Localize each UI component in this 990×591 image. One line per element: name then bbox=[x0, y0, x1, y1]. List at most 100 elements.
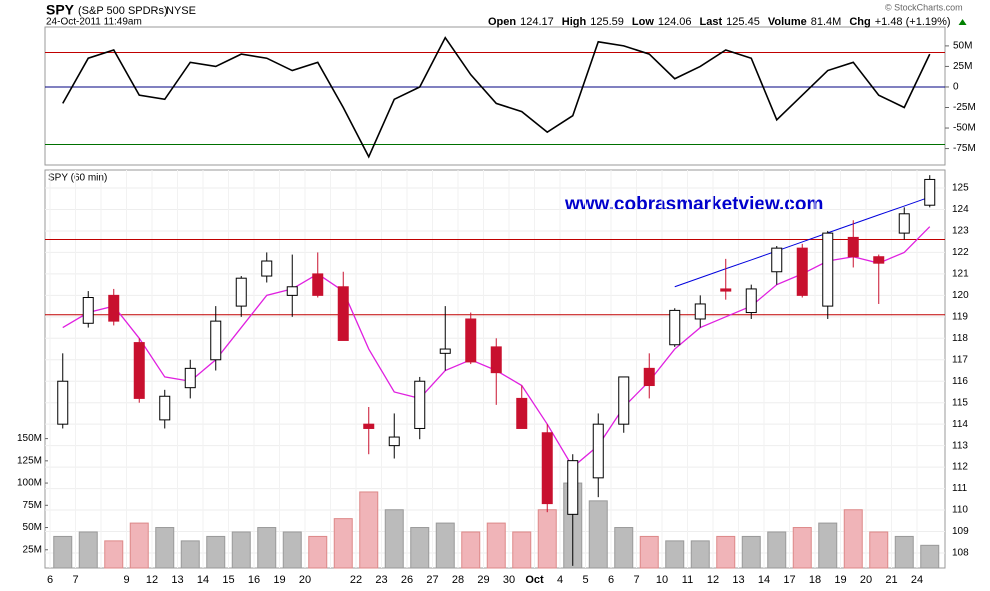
volume-bar bbox=[155, 527, 175, 569]
volume-bar bbox=[410, 527, 430, 569]
x-tick-label: 16 bbox=[248, 574, 260, 586]
y2-tick-label: 100M bbox=[17, 478, 42, 489]
x-tick-label: 30 bbox=[503, 574, 515, 586]
y2-tick-label: 150M bbox=[17, 433, 42, 444]
x-tick-label: 19 bbox=[273, 574, 285, 586]
y-tick-label: 121 bbox=[952, 269, 969, 280]
volume-bar bbox=[486, 522, 506, 569]
date: 24-Oct-2011 11:49am bbox=[46, 17, 142, 28]
x-tick-label: 14 bbox=[758, 574, 770, 586]
candle-body bbox=[82, 297, 94, 324]
up-arrow bbox=[958, 19, 967, 25]
x-tick-label: 13 bbox=[171, 574, 183, 586]
volume-bar bbox=[665, 540, 685, 569]
x-tick-label: 21 bbox=[885, 574, 897, 586]
y-tick-label: 0 bbox=[953, 82, 959, 93]
volume-bar bbox=[716, 535, 736, 569]
candle-body bbox=[439, 348, 451, 354]
volume-bar bbox=[308, 535, 328, 569]
y2-tick-label: 75M bbox=[23, 500, 42, 511]
candle-body bbox=[643, 367, 655, 387]
candle-body bbox=[618, 376, 630, 425]
candle-body bbox=[388, 436, 400, 447]
symbol: SPY bbox=[46, 2, 75, 18]
quote-label: Last bbox=[700, 16, 723, 28]
x-tick-label: 26 bbox=[401, 574, 413, 586]
volume-bar bbox=[690, 540, 710, 569]
candle-body bbox=[516, 397, 528, 429]
x-tick-label: 10 bbox=[656, 574, 668, 586]
x-tick-label: 6 bbox=[608, 574, 614, 586]
volume-bar bbox=[614, 527, 634, 569]
volume-bar bbox=[818, 522, 838, 569]
candle-body bbox=[490, 346, 502, 374]
candle-body bbox=[567, 460, 579, 515]
x-tick-label: 17 bbox=[783, 574, 795, 586]
watermark: www.cobrasmarketview.com bbox=[564, 194, 823, 215]
volume-bar bbox=[104, 540, 124, 569]
volume-bar bbox=[206, 535, 226, 569]
quote-value: 124.17 bbox=[520, 16, 554, 28]
volume-bar bbox=[461, 531, 481, 569]
oscillator-line bbox=[62, 36, 931, 159]
y-tick-label: 25M bbox=[953, 61, 972, 72]
x-tick-label: 23 bbox=[375, 574, 387, 586]
x-tick-label: 20 bbox=[299, 574, 311, 586]
y-tick-label: 125 bbox=[952, 183, 969, 194]
candle-body bbox=[822, 232, 834, 307]
volume-bar bbox=[869, 531, 889, 569]
y-tick-label: 116 bbox=[952, 376, 968, 387]
y2-tick-label: 50M bbox=[23, 522, 42, 533]
volume-bar bbox=[767, 531, 787, 569]
x-tick-label: 12 bbox=[707, 574, 719, 586]
x-tick-label: 22 bbox=[350, 574, 362, 586]
volume-bar bbox=[894, 535, 914, 569]
volume-bar bbox=[537, 509, 557, 569]
candle-body bbox=[847, 236, 859, 258]
candle-body bbox=[924, 178, 936, 206]
candle-body bbox=[184, 367, 196, 389]
volume-bar bbox=[588, 500, 608, 569]
candle-body bbox=[312, 273, 324, 296]
candle-body bbox=[796, 247, 808, 296]
quote-label: Volume bbox=[768, 16, 807, 28]
quote-value: 81.4M bbox=[811, 16, 842, 28]
candle-body bbox=[465, 318, 477, 363]
credit: © StockCharts.com bbox=[885, 2, 963, 12]
quote-value: +1.48 (+1.19%) bbox=[875, 16, 951, 28]
candle-body bbox=[133, 342, 145, 399]
x-tick-label: 12 bbox=[146, 574, 158, 586]
candle-body bbox=[669, 309, 681, 346]
y-tick-label: 112 bbox=[952, 462, 968, 473]
x-tick-label: 20 bbox=[860, 574, 872, 586]
y-tick-label: 122 bbox=[952, 247, 969, 258]
y-tick-label: 109 bbox=[952, 526, 969, 537]
x-tick-label: 5 bbox=[582, 574, 588, 586]
quote-label: High bbox=[562, 16, 587, 28]
x-tick-label: 13 bbox=[732, 574, 744, 586]
exchange: NYSE bbox=[166, 5, 196, 17]
candle-body bbox=[363, 423, 375, 429]
x-tick-label: 28 bbox=[452, 574, 464, 586]
volume-bar bbox=[741, 535, 761, 569]
volume-bar bbox=[384, 509, 404, 569]
volume-bar bbox=[78, 531, 98, 569]
volume-bar bbox=[792, 527, 812, 569]
y-tick-label: 111 bbox=[952, 483, 968, 494]
y-tick-label: 117 bbox=[952, 354, 968, 365]
y-tick-label: 113 bbox=[952, 440, 968, 451]
volume-bar bbox=[180, 540, 200, 569]
candle-body bbox=[873, 256, 885, 264]
x-tick-label: 27 bbox=[426, 574, 438, 586]
volume-bar bbox=[359, 491, 379, 569]
candle-body bbox=[210, 320, 222, 361]
trendline bbox=[674, 196, 930, 288]
candle-body bbox=[745, 288, 757, 314]
y-tick-label: 120 bbox=[952, 290, 969, 301]
volume-bar bbox=[53, 535, 73, 569]
volume-bar bbox=[920, 544, 940, 569]
candle-body bbox=[720, 288, 732, 292]
y-tick-label: 115 bbox=[952, 397, 968, 408]
candle-body bbox=[159, 395, 171, 421]
candle-body bbox=[261, 260, 273, 277]
